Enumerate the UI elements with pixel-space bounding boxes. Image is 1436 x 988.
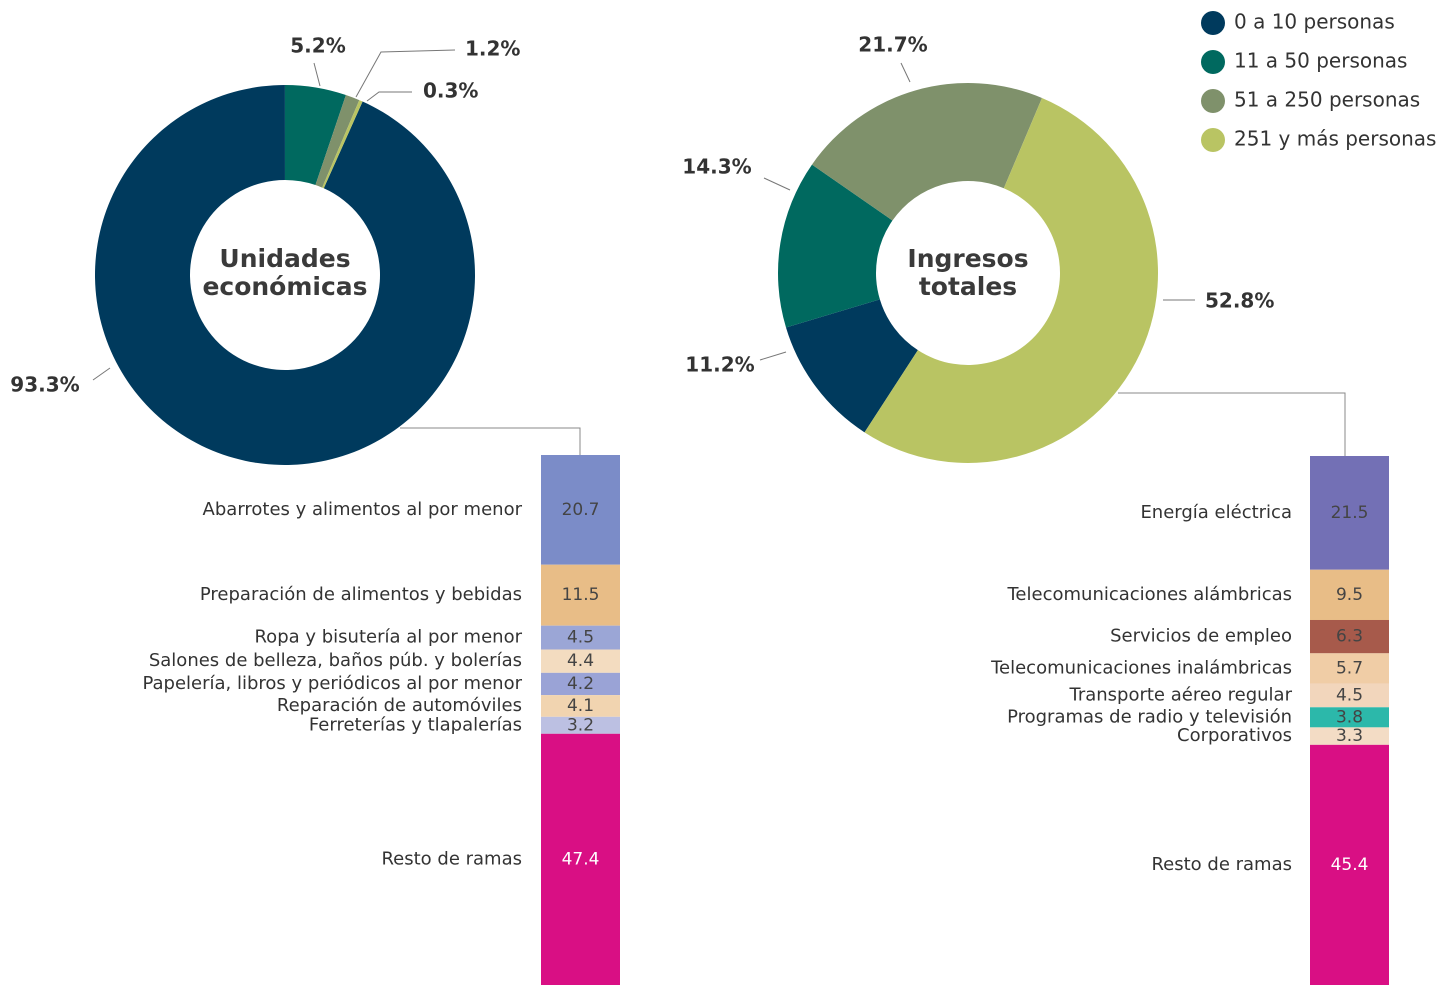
bar-segment	[541, 695, 620, 717]
data-label: 3.8	[1336, 707, 1363, 727]
category-label: Servicios de empleo	[1110, 626, 1292, 647]
bar-segment	[1310, 683, 1389, 708]
legend-label: 0 a 10 personas	[1234, 10, 1395, 34]
leader-line	[366, 91, 412, 102]
category-label: Ropa y bisutería al por menor	[254, 627, 522, 648]
data-label: 45.4	[1331, 855, 1369, 875]
bar-segment	[541, 625, 620, 650]
data-label: 6.3	[1336, 627, 1363, 647]
category-label: Ferreterías y tlapalerías	[309, 714, 522, 735]
data-label: 1.2%	[465, 37, 520, 61]
donut-slice	[322, 100, 363, 189]
bar-segment	[1310, 744, 1389, 985]
data-label: 11.2%	[685, 353, 754, 377]
data-label: 4.4	[567, 651, 594, 671]
category-label: Resto de ramas	[1151, 854, 1292, 875]
leader-line	[92, 367, 111, 381]
data-label: 14.3%	[682, 155, 751, 179]
donut-slice	[864, 98, 1159, 464]
donut-slice	[95, 85, 476, 466]
leader-line	[313, 62, 321, 87]
bar-segment	[1310, 707, 1389, 728]
bar-segment	[1310, 619, 1389, 654]
bar-segment	[1310, 727, 1389, 745]
donut-slice	[778, 164, 893, 328]
donut-title: Ingresos totales	[907, 244, 1029, 301]
legend-marker	[1201, 11, 1225, 35]
legend-marker	[1201, 89, 1225, 113]
bar-segment	[1310, 653, 1389, 684]
data-label: 0.3%	[423, 79, 478, 103]
category-label: Salones de belleza, baños púb. y bolería…	[149, 650, 522, 671]
data-label: 93.3%	[10, 373, 79, 397]
legend-label: 51 a 250 personas	[1234, 88, 1420, 112]
data-label: 4.1	[567, 696, 594, 716]
category-label: Transporte aéreo regular	[1068, 684, 1292, 705]
data-label: 4.5	[567, 628, 594, 648]
bar-segment	[541, 716, 620, 734]
bar-segment	[541, 649, 620, 673]
connector	[400, 427, 581, 455]
data-label: 5.7	[1336, 658, 1363, 678]
data-label: 11.5	[562, 585, 600, 605]
category-label: Resto de ramas	[381, 848, 522, 869]
bar-segment	[541, 564, 620, 626]
data-label: 3.2	[567, 715, 594, 735]
connector	[1118, 392, 1346, 456]
leader-line	[759, 351, 787, 361]
donut-title: Unidades económicas	[202, 244, 368, 301]
category-label: Preparación de alimentos y bebidas	[200, 584, 522, 605]
data-label: 52.8%	[1205, 289, 1274, 313]
category-label: Papelería, libros y periódicos al por me…	[142, 673, 522, 694]
data-label: 20.7	[562, 500, 600, 520]
legend-label: 251 y más personas	[1234, 127, 1436, 151]
leader-line	[900, 62, 911, 83]
legend-label: 11 a 50 personas	[1234, 49, 1407, 73]
category-label: Telecomunicaciones inalámbricas	[990, 657, 1292, 678]
leader-line	[355, 49, 456, 98]
category-label: Telecomunicaciones alámbricas	[1007, 584, 1293, 605]
donut-slice	[284, 85, 346, 186]
data-label: 4.5	[1336, 685, 1363, 705]
bar-segment	[541, 733, 620, 985]
category-label: Corporativos	[1177, 725, 1292, 746]
data-label: 9.5	[1336, 585, 1363, 605]
category-label: Reparación de automóviles	[277, 695, 522, 716]
donut-slice	[785, 299, 918, 433]
data-label: 21.7%	[858, 33, 927, 57]
category-label: Energía eléctrica	[1140, 502, 1292, 523]
leader-line	[763, 177, 791, 191]
bar-segment	[1310, 569, 1389, 620]
category-label: Abarrotes y alimentos al por menor	[203, 499, 523, 520]
donut-slice	[315, 95, 360, 188]
data-label: 47.4	[562, 849, 600, 869]
donut-slice	[811, 82, 1042, 221]
legend-marker	[1201, 128, 1225, 152]
data-label: 5.2%	[290, 34, 345, 58]
data-label: 4.2	[567, 674, 594, 694]
bar-segment	[541, 672, 620, 696]
data-label: 21.5	[1331, 503, 1369, 523]
category-label: Programas de radio y televisión	[1007, 706, 1292, 727]
data-label: 3.3	[1336, 726, 1363, 746]
legend-marker	[1201, 50, 1225, 74]
bar-segment	[1310, 456, 1389, 570]
bar-segment	[541, 455, 620, 565]
